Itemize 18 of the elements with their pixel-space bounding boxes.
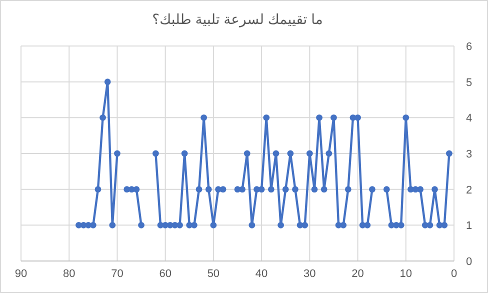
x-tick-label: 70 [111,268,124,280]
y-tick-label: 2 [466,184,472,196]
x-tick-label: 0 [450,268,458,280]
y-tick-label: 0 [466,256,472,268]
y-tick-label: 4 [466,112,472,125]
y-tick-label: 1 [466,220,472,232]
x-tick-label: 40 [255,268,268,280]
x-tick-label: 90 [14,268,28,280]
chart-title: ما تقييمك لسرعة تلبية طلبك؟ [152,11,323,28]
y-tick-label: 6 [466,41,472,53]
y-tick-label: 5 [466,76,472,89]
y-tick-label: 3 [466,148,472,160]
x-tick-label: 60 [159,268,172,280]
x-tick-label: 50 [207,268,220,280]
x-tick-label: 80 [62,268,76,280]
x-tick-label: 30 [304,268,316,280]
x-tick-label: 10 [400,268,412,280]
x-tick-label: 20 [352,268,364,280]
